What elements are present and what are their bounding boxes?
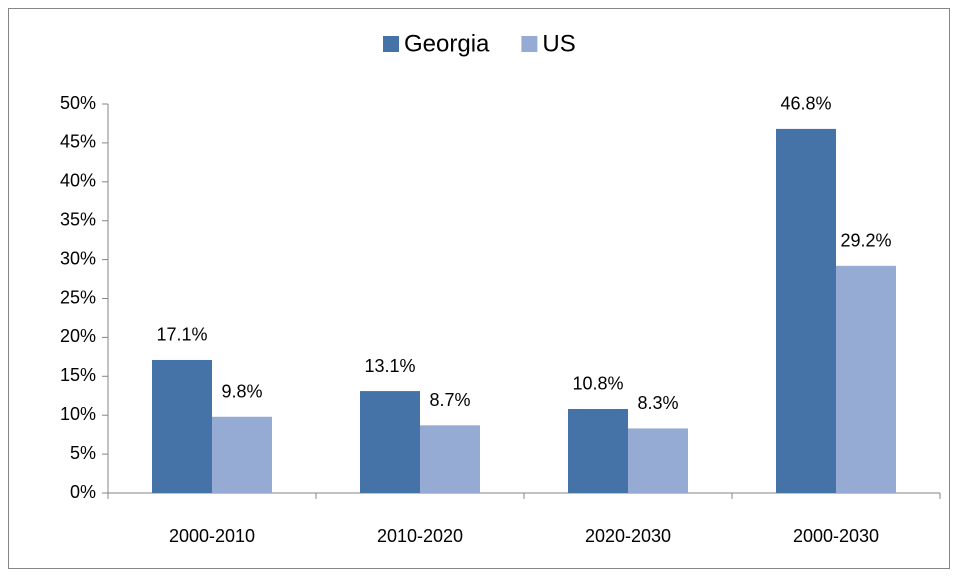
value-label: 8.3% [637,393,678,413]
bar [628,428,688,493]
x-tick-label: 2010-2020 [377,526,463,546]
x-tick-label: 2020-2030 [585,526,671,546]
bar [360,391,420,493]
y-tick-label: 25% [60,287,96,307]
value-label: 13.1% [364,356,415,376]
y-tick-label: 50% [60,93,96,113]
legend-label: Georgia [404,30,490,57]
value-label: 9.8% [221,382,262,402]
bar [212,416,272,493]
y-tick-label: 0% [70,482,96,502]
y-tick-label: 40% [60,171,96,191]
legend-label: US [542,30,575,57]
bar [420,425,480,493]
legend-swatch [383,36,399,52]
value-label: 17.1% [156,325,207,345]
bar [568,408,628,493]
y-tick-label: 30% [60,248,96,268]
x-tick-label: 2000-2010 [169,526,255,546]
bar [152,359,212,493]
value-label: 8.7% [429,390,470,410]
y-tick-label: 45% [60,132,96,152]
y-tick-label: 20% [60,326,96,346]
value-label: 10.8% [572,374,623,394]
y-tick-label: 5% [70,443,96,463]
bar [836,265,896,493]
value-label: 46.8% [780,94,831,114]
bar [776,128,836,493]
y-tick-label: 35% [60,209,96,229]
value-label: 29.2% [840,231,891,251]
y-tick-label: 15% [60,365,96,385]
y-tick-label: 10% [60,404,96,424]
legend-swatch [521,36,538,52]
x-tick-label: 2000-2030 [793,526,879,546]
